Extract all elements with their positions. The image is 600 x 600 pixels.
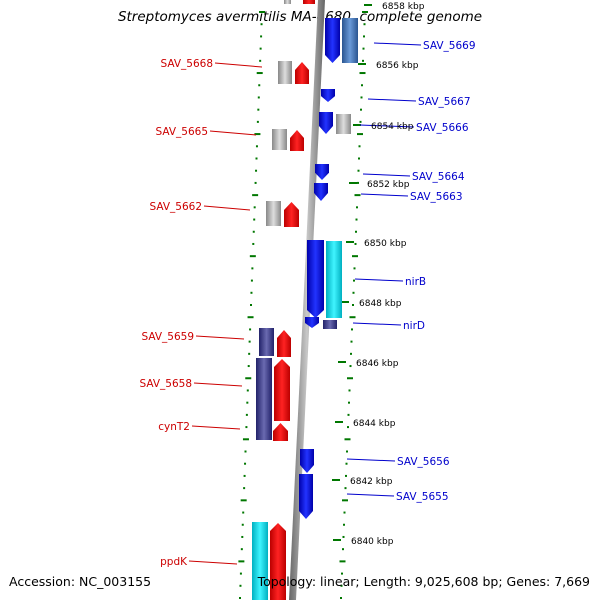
gene-shape [336,114,351,134]
label-leader [360,193,409,197]
scale-label: 6848 kbp [359,299,402,309]
scale-label: 6846 kbp [356,359,399,369]
gene-shape [299,474,313,519]
accession-text: Accession: NC_003155 [9,574,152,589]
gene-shape [323,320,337,329]
label-leader [362,173,411,177]
gene-shape [284,202,299,227]
gene-label-nirD: nirD [403,320,425,332]
gene-shape [277,330,291,357]
gene-shape [342,18,358,63]
gene-shape [326,241,342,318]
tick-marks [238,4,372,599]
gene-shape [319,112,333,134]
gene-label-SAV_5665: SAV_5665 [155,126,208,138]
gene-shape [290,130,304,151]
gene-label-cynT2: cynT2 [158,421,190,433]
gene-label-SAV_5658: SAV_5658 [139,378,192,390]
gene-shape [300,449,314,473]
gene-label-SAV_5659: SAV_5659 [141,331,194,343]
map-title: Streptomyces avermitilis MA-4680, comple… [117,9,483,25]
label-leader [354,278,404,282]
gene-label-SAV_5669: SAV_5669 [423,40,476,52]
gene-label-SAV_5656: SAV_5656 [397,456,450,468]
scale-label: 6842 kbp [350,477,393,487]
scale-label: 6858 kbp [382,2,425,12]
scale-label: 6850 kbp [364,239,407,249]
gene-shape [252,522,268,600]
label-leader [203,205,251,211]
gene-shape [274,359,290,421]
gene-shape [303,0,315,4]
label-leader [191,425,241,430]
gene-label-ppdK: ppdK [160,556,188,568]
gene-shape [295,62,309,84]
gene-shape [266,201,281,226]
label-leader [352,322,402,326]
gene-shape [305,317,319,328]
gene-shape [321,89,335,102]
gene-label-SAV_5655: SAV_5655 [396,491,449,503]
gene-shape [307,240,324,318]
gene-shape [270,523,286,600]
scale-label: 6840 kbp [351,537,394,547]
label-leader [193,382,243,387]
label-leader [214,62,263,68]
label-leader [346,493,395,497]
label-leader [209,130,257,136]
gene-label-SAV_5663: SAV_5663 [410,191,463,203]
label-leader [359,124,415,128]
gene-label-SAV_5667: SAV_5667 [418,96,471,108]
gene-shape [284,0,291,4]
gene-label-SAV_5664: SAV_5664 [412,171,465,183]
gene-label-SAV_5666: SAV_5666 [416,122,469,134]
label-leader [195,335,245,340]
scale-label: 6856 kbp [376,61,419,71]
gene-label-SAV_5662: SAV_5662 [149,201,202,213]
gene-shape [273,423,288,441]
label-leader [188,560,238,565]
label-leader [367,98,417,102]
gene-shape [256,358,272,440]
gene-shape [315,164,329,180]
label-leaders [188,42,422,565]
scale-label: 6854 kbp [371,122,414,132]
scale-label: 6844 kbp [353,419,396,429]
gene-shape [278,61,292,84]
gene-label-nirB: nirB [405,276,426,288]
label-leader [373,42,422,46]
gene-labels: 6858 kbp 6856 kbp 6854 kbp 6852 kbp 6850 kbp… [139,2,475,568]
gene-label-SAV_5668: SAV_5668 [160,58,213,70]
scale-label: 6852 kbp [367,180,410,190]
gene-shape [325,18,340,63]
gene-shape [314,183,328,201]
genome-summary-text: Topology: linear; Length: 9,025,608 bp; … [257,574,590,589]
label-leader [346,458,396,462]
gene-features [252,0,358,600]
gene-shape [259,328,274,356]
gene-shape [272,129,287,150]
